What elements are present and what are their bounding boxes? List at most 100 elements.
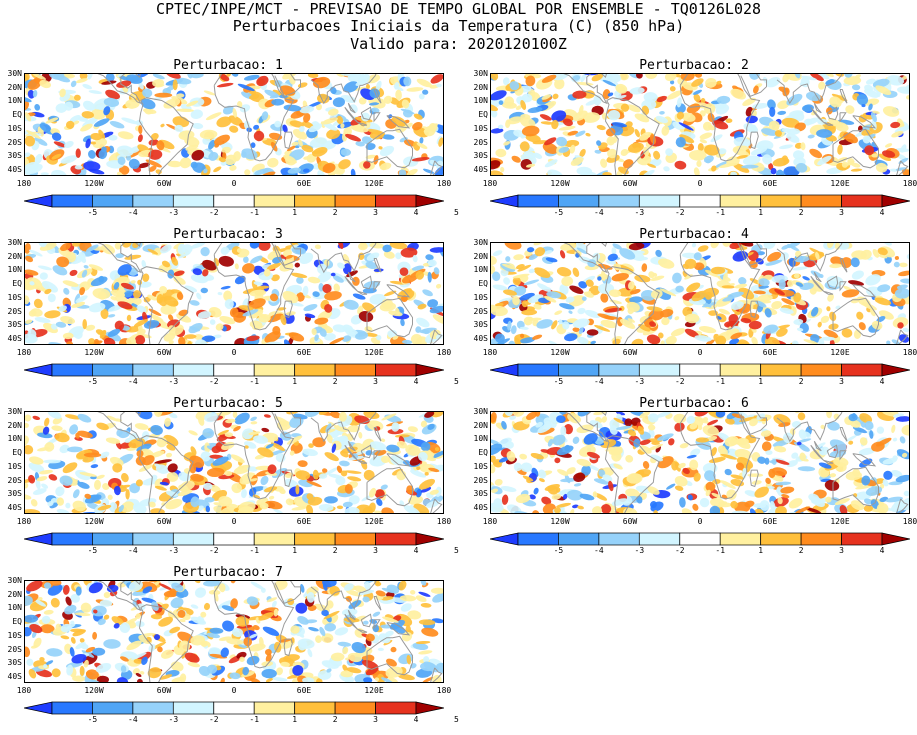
longitude-label: 60E (763, 517, 777, 526)
longitude-label: 180 (483, 517, 497, 526)
colorbar-label: 3 (839, 377, 844, 386)
colorbar-label: 3 (839, 208, 844, 217)
latitude-label: 10S (0, 462, 22, 471)
temperature-perturbation-map (490, 73, 910, 176)
latitude-label: 30S (466, 151, 488, 160)
colorbar-label: 5 (454, 377, 459, 386)
longitude-label: 180 (17, 179, 31, 188)
colorbar-label: -5 (554, 546, 564, 555)
ensemble-panel-3: Perturbacao: 3 30N 20N 10N EQ 10S 20S 30S 40S 180… (0, 227, 456, 397)
longitude-label: 60E (297, 686, 311, 695)
colorbar-label: 4 (880, 208, 885, 217)
longitude-label: 120W (550, 179, 569, 188)
longitude-label: 120E (830, 348, 849, 357)
colorbar-label: 2 (799, 377, 804, 386)
colorbar-label: -4 (128, 715, 138, 724)
latitude-label: 10S (0, 293, 22, 302)
colorbar-label: -4 (594, 546, 604, 555)
colorbar (490, 193, 910, 207)
longitude-label: 60E (763, 348, 777, 357)
longitude-label: 120E (364, 179, 383, 188)
longitude-label: 120W (84, 348, 103, 357)
colorbar (24, 193, 444, 207)
temperature-perturbation-map (24, 411, 444, 514)
longitude-label: 120E (364, 686, 383, 695)
latitude-label: 20N (0, 252, 22, 261)
colorbar (24, 362, 444, 376)
temperature-perturbation-map (24, 73, 444, 176)
longitude-label: 0 (698, 517, 703, 526)
colorbar-label: 3 (373, 546, 378, 555)
colorbar (490, 362, 910, 376)
longitude-label: 180 (483, 348, 497, 357)
longitude-label: 180 (903, 348, 917, 357)
longitude-label: 60E (297, 348, 311, 357)
longitude-label: 120W (84, 686, 103, 695)
temperature-perturbation-map (490, 411, 910, 514)
colorbar-label: -3 (635, 546, 645, 555)
colorbar-label: 1 (292, 208, 297, 217)
colorbar-label: -5 (554, 208, 564, 217)
panel-title: Perturbacao: 7 (0, 565, 456, 580)
colorbar-label: -4 (594, 208, 604, 217)
colorbar-label: 1 (292, 715, 297, 724)
latitude-label: 10N (0, 434, 22, 443)
colorbar-label: -5 (88, 377, 98, 386)
latitude-label: 10S (0, 631, 22, 640)
ensemble-panel-7: Perturbacao: 7 30N 20N 10N EQ 10S 20S 30S 40S 180… (0, 565, 456, 735)
ensemble-panel-4: Perturbacao: 4 30N 20N 10N EQ 10S 20S 30S 40S 180… (466, 227, 917, 397)
colorbar-label: -1 (249, 546, 259, 555)
longitude-label: 0 (698, 348, 703, 357)
colorbar-label: -5 (554, 377, 564, 386)
latitude-label: 20S (466, 476, 488, 485)
latitude-label: 30N (0, 238, 22, 247)
colorbar-label: 3 (839, 546, 844, 555)
latitude-label: 10S (466, 124, 488, 133)
longitude-label: 60E (297, 517, 311, 526)
colorbar-label: -3 (169, 208, 179, 217)
colorbar-label: -1 (715, 546, 725, 555)
colorbar-label: -1 (715, 377, 725, 386)
latitude-label: 20S (0, 138, 22, 147)
colorbar-label: -2 (209, 377, 219, 386)
panel-title: Perturbacao: 4 (466, 227, 917, 242)
ensemble-panel-5: Perturbacao: 5 30N 20N 10N EQ 10S 20S 30S 40S 180… (0, 396, 456, 566)
colorbar-label: -4 (128, 546, 138, 555)
longitude-label: 60E (763, 179, 777, 188)
colorbar-label: -2 (675, 377, 685, 386)
latitude-label: EQ (466, 279, 488, 288)
colorbar-label: -2 (209, 208, 219, 217)
latitude-label: 30S (0, 489, 22, 498)
longitude-label: 60W (157, 179, 171, 188)
latitude-label: 40S (466, 503, 488, 512)
longitude-label: 120E (830, 179, 849, 188)
longitude-label: 180 (437, 517, 451, 526)
temperature-perturbation-map (24, 242, 444, 345)
colorbar-label: 3 (373, 208, 378, 217)
header-line-3: Valido para: 2020120100Z (0, 36, 917, 53)
latitude-label: EQ (0, 617, 22, 626)
latitude-label: 30N (0, 407, 22, 416)
colorbar-label: -3 (635, 208, 645, 217)
longitude-label: 120W (550, 348, 569, 357)
longitude-label: 120E (364, 348, 383, 357)
latitude-label: 30S (466, 489, 488, 498)
latitude-label: 10N (0, 603, 22, 612)
latitude-label: EQ (466, 448, 488, 457)
latitude-label: 30N (466, 69, 488, 78)
colorbar-label: 2 (799, 208, 804, 217)
latitude-label: 20N (0, 421, 22, 430)
latitude-label: EQ (466, 110, 488, 119)
longitude-label: 60W (623, 348, 637, 357)
longitude-label: 120W (84, 179, 103, 188)
colorbar (24, 531, 444, 545)
latitude-label: 20S (466, 138, 488, 147)
panel-title: Perturbacao: 2 (466, 58, 917, 73)
colorbar-label: 4 (880, 546, 885, 555)
colorbar-label: 2 (333, 715, 338, 724)
longitude-label: 180 (17, 517, 31, 526)
colorbar-label: -5 (88, 208, 98, 217)
longitude-label: 60W (623, 517, 637, 526)
longitude-label: 60W (623, 179, 637, 188)
colorbar-label: 4 (414, 715, 419, 724)
